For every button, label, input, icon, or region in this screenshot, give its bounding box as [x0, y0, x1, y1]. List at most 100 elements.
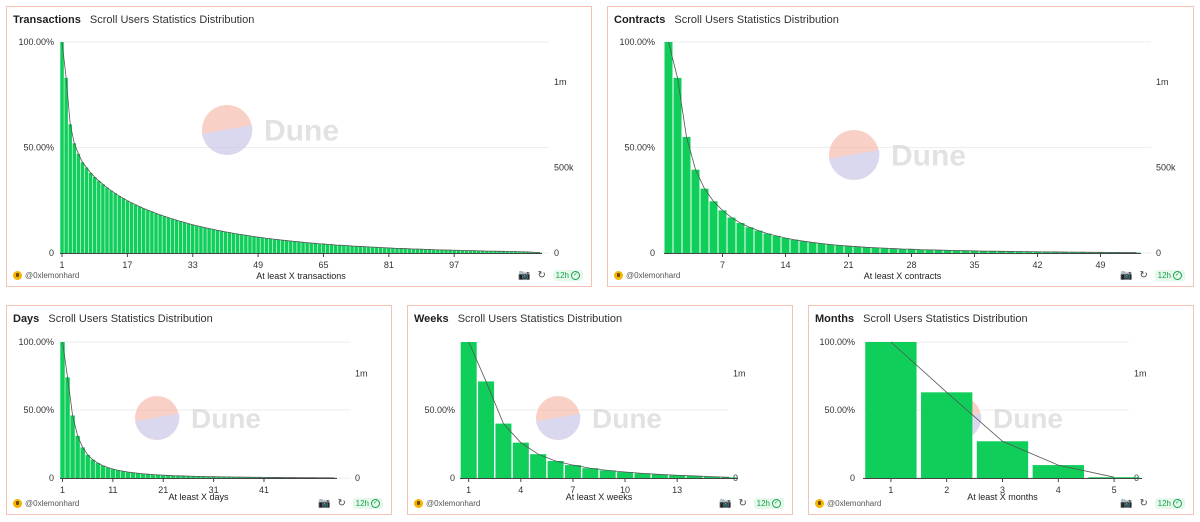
bar[interactable]	[889, 248, 898, 253]
bar[interactable]	[943, 250, 952, 253]
bar[interactable]	[115, 470, 121, 478]
bar[interactable]	[125, 200, 130, 253]
bar[interactable]	[158, 214, 162, 253]
bar[interactable]	[907, 249, 916, 253]
bar[interactable]	[952, 250, 961, 253]
bar[interactable]	[366, 246, 371, 253]
bar[interactable]	[85, 454, 90, 478]
bar[interactable]	[235, 234, 240, 253]
bar[interactable]	[970, 250, 979, 253]
bar[interactable]	[256, 237, 260, 253]
bar[interactable]	[415, 248, 420, 253]
bar[interactable]	[781, 238, 790, 253]
bar[interactable]	[241, 477, 247, 478]
bar[interactable]	[171, 475, 176, 478]
bar[interactable]	[293, 241, 297, 253]
bar[interactable]	[76, 153, 81, 253]
bar[interactable]	[419, 249, 424, 253]
refresh-badge[interactable]: 12h ✓	[552, 269, 583, 281]
bar[interactable]	[617, 472, 634, 478]
bar[interactable]	[395, 248, 399, 253]
bar[interactable]	[481, 250, 485, 253]
bar[interactable]	[478, 381, 495, 478]
author-link[interactable]: @0xlemonhard	[815, 499, 881, 508]
bar[interactable]	[162, 216, 166, 253]
bar[interactable]	[703, 476, 720, 478]
bar[interactable]	[64, 77, 68, 254]
refresh-icon[interactable]: ↻	[1139, 497, 1148, 509]
bar[interactable]	[231, 233, 236, 253]
bar[interactable]	[133, 204, 138, 253]
bar[interactable]	[227, 232, 232, 253]
bar[interactable]	[186, 223, 191, 253]
bar[interactable]	[84, 167, 89, 253]
bar[interactable]	[1051, 251, 1060, 253]
refresh-icon[interactable]: ↻	[537, 269, 546, 281]
bar[interactable]	[976, 441, 1029, 478]
bar[interactable]	[191, 476, 196, 478]
bar[interactable]	[248, 235, 252, 253]
refresh-icon[interactable]: ↻	[738, 497, 747, 509]
bar[interactable]	[485, 251, 489, 253]
bar[interactable]	[130, 472, 136, 478]
bar[interactable]	[207, 228, 211, 253]
refresh-badge[interactable]: 12h ✓	[1154, 269, 1185, 281]
bar[interactable]	[72, 143, 77, 253]
bar[interactable]	[191, 224, 195, 253]
bar[interactable]	[1033, 251, 1042, 253]
bar[interactable]	[853, 246, 862, 253]
bar[interactable]	[150, 211, 154, 253]
bar[interactable]	[521, 251, 526, 253]
bar[interactable]	[280, 240, 285, 253]
bar[interactable]	[178, 221, 183, 253]
bar[interactable]	[880, 248, 889, 253]
bar[interactable]	[530, 454, 547, 478]
bar[interactable]	[268, 238, 273, 253]
bar[interactable]	[374, 247, 379, 253]
bar[interactable]	[432, 249, 436, 253]
bar[interactable]	[790, 239, 799, 253]
bar[interactable]	[407, 248, 411, 253]
bar[interactable]	[305, 242, 309, 253]
bar[interactable]	[1088, 477, 1140, 478]
bar[interactable]	[297, 241, 301, 253]
bar[interactable]	[468, 250, 473, 253]
bar[interactable]	[634, 473, 651, 478]
bar[interactable]	[141, 208, 146, 253]
bar[interactable]	[203, 227, 207, 253]
bar[interactable]	[174, 220, 179, 253]
bar[interactable]	[166, 475, 171, 478]
bar[interactable]	[476, 250, 481, 253]
bar[interactable]	[240, 234, 244, 253]
bar[interactable]	[161, 475, 166, 478]
bar[interactable]	[60, 342, 65, 478]
bar[interactable]	[60, 42, 64, 253]
bar[interactable]	[154, 213, 158, 253]
bar[interactable]	[1006, 251, 1015, 253]
bar[interactable]	[718, 210, 727, 253]
bar[interactable]	[120, 471, 126, 478]
bar[interactable]	[140, 473, 146, 478]
bar[interactable]	[997, 251, 1006, 253]
author-link[interactable]: @0xlemonhard	[13, 271, 79, 280]
bar[interactable]	[745, 227, 754, 253]
bar[interactable]	[427, 249, 432, 253]
bar[interactable]	[150, 474, 156, 478]
bar[interactable]	[378, 247, 383, 253]
bar[interactable]	[835, 245, 844, 253]
bar[interactable]	[325, 244, 330, 253]
bar[interactable]	[272, 239, 277, 253]
bar[interactable]	[772, 235, 781, 253]
bar[interactable]	[226, 476, 231, 478]
bar[interactable]	[517, 251, 522, 253]
bar[interactable]	[181, 475, 186, 478]
bar[interactable]	[497, 251, 501, 253]
bar[interactable]	[988, 251, 997, 253]
bar[interactable]	[525, 251, 530, 253]
bar[interactable]	[211, 476, 216, 478]
author-link[interactable]: @0xlemonhard	[414, 499, 480, 508]
bar[interactable]	[489, 251, 493, 253]
bar[interactable]	[338, 245, 342, 253]
bar[interactable]	[80, 162, 85, 253]
bar[interactable]	[754, 230, 763, 253]
